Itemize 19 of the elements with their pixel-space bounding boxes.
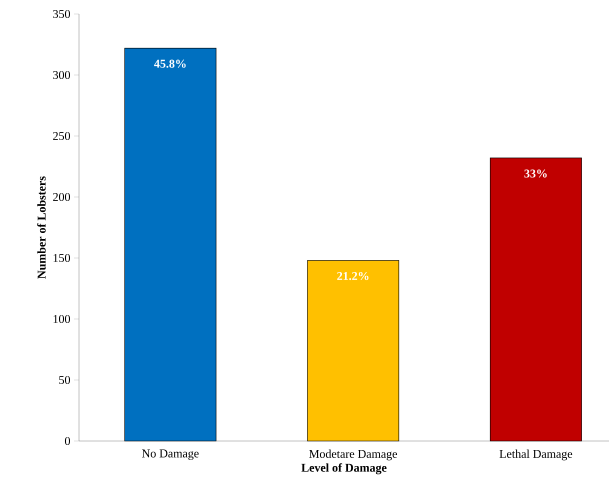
y-tick-label: 200 xyxy=(53,192,70,202)
y-tick-label: 50 xyxy=(59,376,70,384)
y-tick-label: 150 xyxy=(54,254,70,262)
annotation: 33% xyxy=(524,169,547,178)
bar xyxy=(124,48,216,442)
y-tick-label: 100 xyxy=(54,314,70,324)
x-axis-title: Level of Damage xyxy=(301,463,387,474)
annotation: 21.2% xyxy=(337,272,368,280)
y-tick-label: 300 xyxy=(53,70,70,80)
y-tick-label: 250 xyxy=(53,132,70,140)
x-tick-label: Modetare Damage xyxy=(309,450,398,460)
bar xyxy=(490,158,582,442)
annotation: 45.8% xyxy=(154,60,186,68)
x-tick-label: Lethal Damage xyxy=(500,450,572,460)
y-tick-label: 0 xyxy=(64,436,70,446)
x-tick-label: No Damage xyxy=(142,450,199,460)
bar xyxy=(307,260,400,442)
y-tick-label: 350 xyxy=(53,10,70,18)
y-axis-title: Number of Lobsters xyxy=(37,176,46,279)
